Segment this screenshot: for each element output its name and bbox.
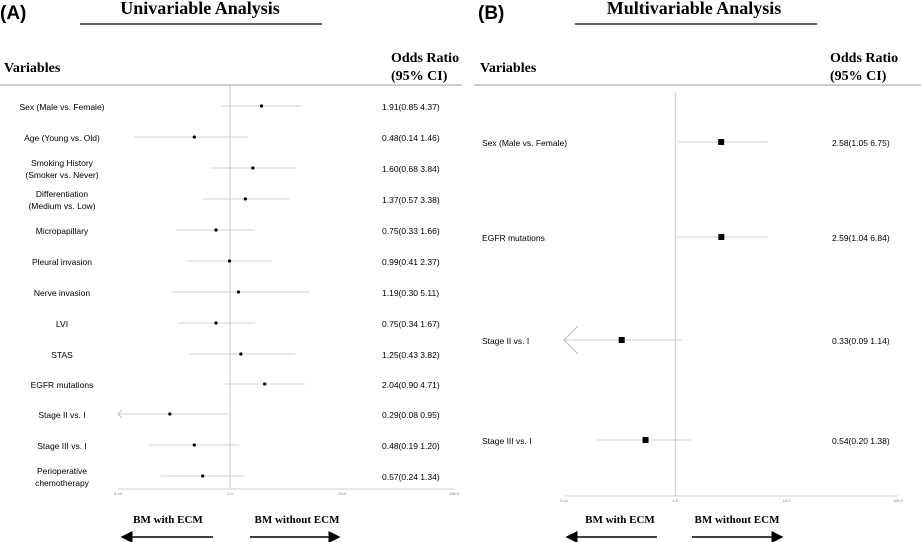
left-direction-label: BM with ECM <box>585 514 655 526</box>
variable-label: Sex (Male vs. Female) <box>19 102 104 112</box>
variable-label: Stage III vs. I <box>37 441 87 451</box>
variable-label: Perioperative <box>37 466 87 476</box>
point-estimate <box>251 166 255 170</box>
or-value-label: 0.75(0.34 1.67) <box>382 319 440 329</box>
or-value-label: 0.57(0.24 1.34) <box>382 472 440 482</box>
variables-header: Variables <box>4 61 61 76</box>
x-tick-label: 10.0 <box>783 498 792 503</box>
variable-label: Differentiation <box>36 189 89 199</box>
point-estimate <box>263 382 267 386</box>
or-value-label: 1.91(0.85 4.37) <box>382 102 440 112</box>
panel-title: Multivariable Analysis <box>607 0 782 18</box>
variable-label: Micropapillary <box>36 226 89 236</box>
or-value-label: 2.59(1.04 6.84) <box>832 233 890 243</box>
or-value-label: 0.75(0.33 1.66) <box>382 226 440 236</box>
x-tick-label: 0.10 <box>560 498 569 503</box>
ci-truncation-arrow <box>117 409 123 419</box>
variable-label: (Medium vs. Low) <box>28 201 95 211</box>
variable-label: EGFR mutations <box>31 380 94 390</box>
left-direction-label: BM with ECM <box>133 514 203 526</box>
variable-label: Smoking History <box>31 158 94 168</box>
or-value-label: 0.29(0.08 0.95) <box>382 410 440 420</box>
or-value-label: 1.19(0.30 5.11) <box>382 288 439 298</box>
or-value-label: 1.37(0.57 3.38) <box>382 195 440 205</box>
panel-title: Univariable Analysis <box>120 0 280 18</box>
odds-ratio-header: Odds Ratio <box>830 51 898 66</box>
x-tick-label: 1.0 <box>227 491 233 496</box>
point-estimate <box>618 337 625 343</box>
point-estimate <box>168 412 172 416</box>
or-value-label: 0.54(0.20 1.38) <box>832 436 890 446</box>
variable-label: Age (Young vs. Old) <box>24 133 100 143</box>
point-estimate <box>227 259 232 263</box>
variable-label: Nerve invasion <box>34 288 90 298</box>
ci-header: (95% CI) <box>391 69 448 84</box>
variable-label: Pleural invasion <box>32 257 92 267</box>
point-estimate <box>201 474 205 478</box>
variables-header: Variables <box>480 61 537 76</box>
variable-label: STAS <box>51 350 73 360</box>
ci-truncation-arrow <box>563 325 579 355</box>
point-estimate <box>192 135 196 139</box>
or-value-label: 1.60(0.68 3.84) <box>382 164 440 174</box>
or-value-label: 0.48(0.19 1.20) <box>382 441 440 451</box>
right-direction-label: BM without ECM <box>255 514 341 526</box>
x-tick-label: 0.10 <box>114 491 123 496</box>
variable-label: LVI <box>56 319 68 329</box>
point-estimate <box>236 290 241 294</box>
variable-label: Stage II vs. I <box>482 336 529 346</box>
variable-label: EGFR mutations <box>482 233 545 243</box>
point-estimate <box>239 352 243 356</box>
variable-label: Sex (Male vs. Female) <box>482 138 567 148</box>
variable-label: Stage III vs. I <box>482 436 532 446</box>
point-estimate <box>243 197 247 201</box>
point-estimate <box>718 139 725 145</box>
variable-label: Stage II vs. I <box>38 410 85 420</box>
x-tick-label: 1.0 <box>673 498 679 503</box>
right-direction-label: BM without ECM <box>695 514 781 526</box>
or-value-label: 2.04(0.90 4.71) <box>382 380 440 390</box>
variable-label: chemotherapy <box>35 478 90 488</box>
point-estimate <box>642 437 649 443</box>
ci-header: (95% CI) <box>830 69 887 84</box>
variable-label: (Smoker vs. Never) <box>25 170 98 180</box>
or-value-label: 2.58(1.05 6.75) <box>832 138 890 148</box>
point-estimate <box>718 234 725 240</box>
or-value-label: 0.33(0.09 1.14) <box>832 336 890 346</box>
x-tick-label: 100.0 <box>449 491 460 496</box>
x-tick-label: 100.0 <box>893 498 904 503</box>
odds-ratio-header: Odds Ratio <box>391 51 459 66</box>
or-value-label: 1.25(0.43 3.82) <box>382 350 440 360</box>
point-estimate <box>214 321 218 325</box>
panel-label: (A) <box>0 3 26 24</box>
or-value-label: 0.48(0.14 1.46) <box>382 133 440 143</box>
point-estimate <box>259 104 264 108</box>
x-tick-label: 10.0 <box>338 491 347 496</box>
panel-label: (B) <box>478 3 504 24</box>
or-value-label: 0.99(0.41 2.37) <box>382 257 440 267</box>
point-estimate <box>214 228 218 232</box>
point-estimate <box>192 443 196 447</box>
